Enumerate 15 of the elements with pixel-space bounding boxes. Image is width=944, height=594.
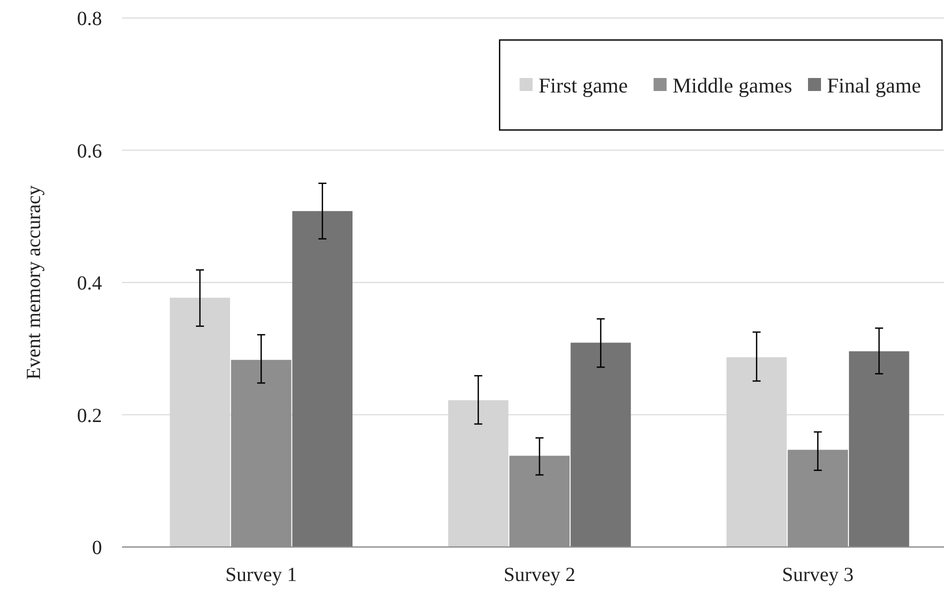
x-tick-label: Survey 2 [504, 564, 576, 586]
x-tick-label: Survey 3 [782, 564, 854, 586]
y-tick-label: 0 [92, 537, 102, 559]
x-tick-label: Survey 1 [225, 564, 298, 586]
legend-label: Middle games [672, 73, 792, 98]
y-tick-label: 0.6 [77, 140, 102, 162]
y-tick-label: 0.2 [77, 404, 102, 427]
y-tick-label: 0.4 [77, 272, 102, 294]
y-tick-label: 0.8 [77, 8, 102, 30]
bar [292, 211, 353, 547]
bar [570, 342, 631, 547]
legend-label: First game [538, 73, 628, 98]
legend-label: Final game [827, 73, 921, 98]
bar [848, 351, 910, 547]
y-axis-title: Event memory accuracy [23, 185, 45, 380]
